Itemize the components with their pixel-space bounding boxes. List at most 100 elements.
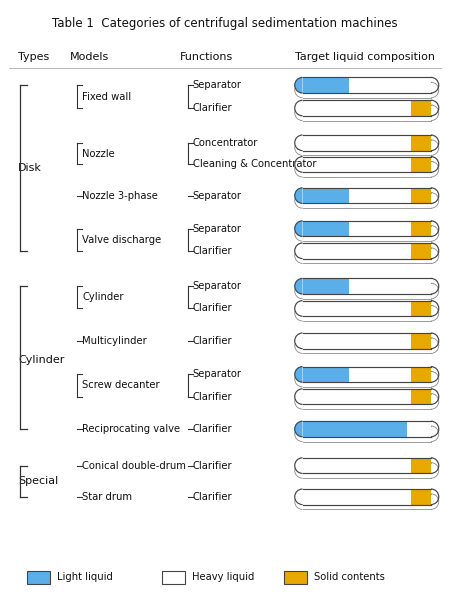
Polygon shape: [295, 333, 302, 349]
Bar: [302, 458, 431, 473]
Text: Fixed wall: Fixed wall: [82, 92, 131, 101]
Bar: [302, 135, 431, 151]
Text: Solid contents: Solid contents: [314, 572, 384, 582]
Polygon shape: [423, 243, 431, 259]
Bar: [302, 389, 431, 404]
Text: Light liquid: Light liquid: [57, 572, 113, 582]
Polygon shape: [295, 278, 302, 294]
Bar: [302, 77, 431, 93]
Text: Clarifier: Clarifier: [193, 246, 232, 256]
Text: Valve discharge: Valve discharge: [82, 235, 162, 245]
Bar: [302, 421, 431, 437]
Bar: [302, 278, 350, 294]
Bar: [411, 243, 431, 259]
Polygon shape: [423, 157, 431, 172]
Polygon shape: [423, 333, 431, 349]
Polygon shape: [295, 367, 302, 382]
Text: Clarifier: Clarifier: [193, 304, 232, 313]
Polygon shape: [423, 367, 431, 382]
Polygon shape: [295, 458, 302, 473]
Text: Special: Special: [18, 476, 58, 486]
Polygon shape: [423, 301, 431, 316]
Polygon shape: [423, 157, 431, 172]
Polygon shape: [423, 367, 431, 382]
Text: Clarifier: Clarifier: [193, 103, 232, 113]
Polygon shape: [295, 301, 302, 316]
Text: Functions: Functions: [180, 52, 233, 62]
Bar: [411, 188, 431, 203]
Bar: [302, 333, 431, 349]
Bar: [302, 243, 431, 259]
Polygon shape: [423, 243, 431, 259]
Bar: [411, 221, 431, 236]
Polygon shape: [423, 135, 431, 151]
Polygon shape: [295, 278, 302, 294]
Polygon shape: [423, 221, 431, 236]
Text: Clarifier: Clarifier: [193, 461, 232, 470]
Polygon shape: [295, 221, 302, 236]
Text: Clarifier: Clarifier: [193, 492, 232, 502]
Polygon shape: [295, 221, 302, 236]
Text: Reciprocating valve: Reciprocating valve: [82, 424, 180, 434]
Polygon shape: [295, 489, 302, 505]
Text: Cylinder: Cylinder: [82, 292, 124, 302]
Polygon shape: [423, 389, 431, 404]
Text: Separator: Separator: [193, 224, 242, 233]
Text: Clarifier: Clarifier: [193, 424, 232, 434]
Bar: [411, 157, 431, 172]
Polygon shape: [423, 489, 431, 505]
Bar: [411, 367, 431, 382]
Polygon shape: [295, 188, 302, 203]
Polygon shape: [295, 188, 302, 203]
Text: Disk: Disk: [18, 163, 42, 173]
Bar: [302, 188, 431, 203]
Text: Separator: Separator: [193, 191, 242, 200]
Polygon shape: [295, 135, 302, 151]
Polygon shape: [295, 421, 302, 437]
Bar: [284, 571, 307, 584]
Polygon shape: [295, 243, 302, 259]
Bar: [302, 100, 431, 116]
Polygon shape: [295, 77, 302, 93]
Text: Clarifier: Clarifier: [193, 392, 232, 401]
Text: Screw decanter: Screw decanter: [82, 380, 160, 390]
Bar: [411, 333, 431, 349]
Polygon shape: [423, 188, 431, 203]
Polygon shape: [295, 157, 302, 172]
Text: Separator: Separator: [193, 370, 242, 379]
Bar: [302, 421, 407, 437]
Polygon shape: [295, 421, 302, 437]
Bar: [302, 77, 350, 93]
Text: Types: Types: [18, 52, 49, 62]
Bar: [302, 157, 431, 172]
Polygon shape: [423, 221, 431, 236]
Bar: [411, 100, 431, 116]
Text: Target liquid composition: Target liquid composition: [295, 52, 435, 62]
Text: Nozzle 3-phase: Nozzle 3-phase: [82, 191, 158, 200]
Text: Models: Models: [70, 52, 109, 62]
Bar: [302, 188, 350, 203]
Text: Table 1  Categories of centrifugal sedimentation machines: Table 1 Categories of centrifugal sedime…: [52, 17, 398, 31]
Polygon shape: [423, 77, 431, 93]
Polygon shape: [423, 458, 431, 473]
Text: Nozzle: Nozzle: [82, 149, 115, 158]
Bar: [162, 571, 185, 584]
Bar: [411, 489, 431, 505]
Text: Heavy liquid: Heavy liquid: [192, 572, 255, 582]
Bar: [411, 135, 431, 151]
Polygon shape: [423, 421, 431, 437]
Polygon shape: [295, 367, 302, 382]
Bar: [411, 301, 431, 316]
Bar: [302, 367, 431, 382]
Bar: [302, 489, 431, 505]
Polygon shape: [423, 278, 431, 294]
Text: Multicylinder: Multicylinder: [82, 336, 147, 346]
Polygon shape: [423, 301, 431, 316]
Text: Conical double-drum: Conical double-drum: [82, 461, 186, 470]
Polygon shape: [423, 135, 431, 151]
Bar: [302, 278, 431, 294]
Polygon shape: [423, 100, 431, 116]
Bar: [302, 367, 350, 382]
Polygon shape: [295, 77, 302, 93]
Bar: [27, 571, 50, 584]
